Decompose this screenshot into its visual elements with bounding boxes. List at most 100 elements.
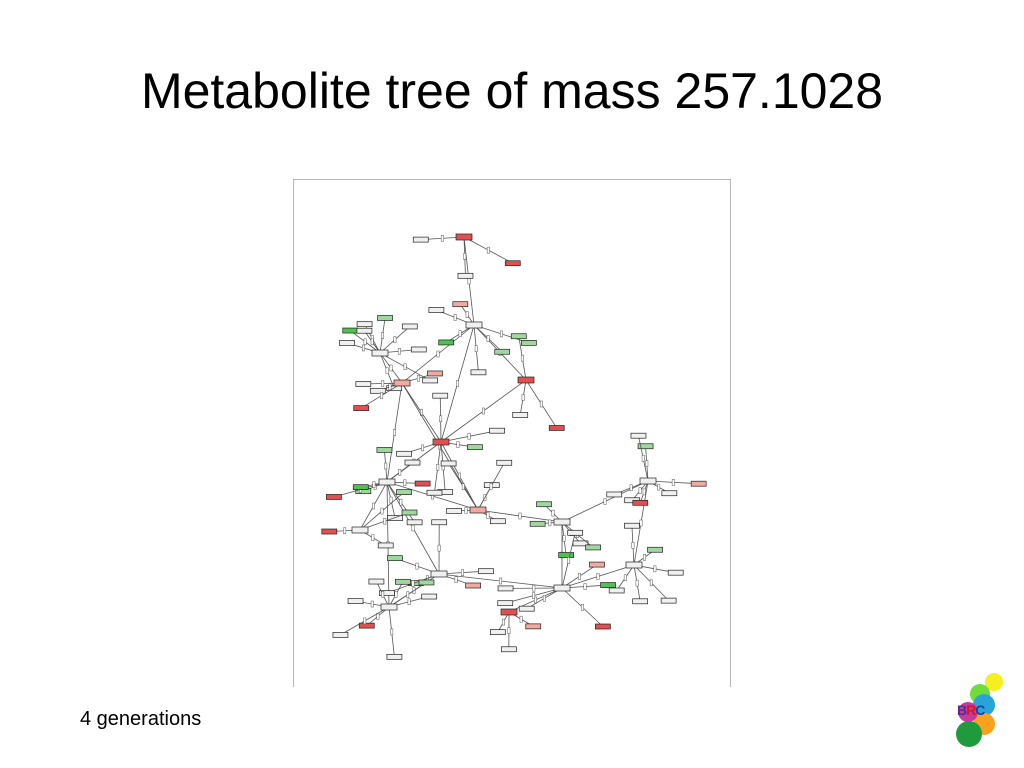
graph-node: [422, 377, 439, 384]
reaction-node: [638, 487, 642, 494]
graph-node: [412, 236, 429, 243]
reaction-node: [578, 573, 581, 580]
reaction-node: [437, 544, 441, 552]
reaction-node: [362, 344, 365, 352]
reaction-node: [411, 580, 415, 587]
reaction-node: [583, 583, 587, 590]
reaction-node: [532, 592, 536, 599]
graph-node: [378, 478, 396, 486]
graph-node: [377, 315, 393, 321]
graph-node: [518, 605, 535, 612]
graph-node: [500, 608, 518, 616]
reaction-node: [519, 615, 523, 623]
reaction-node: [394, 591, 398, 598]
graph-node: [558, 552, 574, 558]
reaction-node: [463, 253, 467, 260]
graph-node: [404, 459, 421, 466]
graph-node: [395, 578, 411, 585]
reaction-node: [370, 600, 374, 608]
graph-node: [470, 369, 487, 376]
graph-node: [517, 376, 535, 384]
graph-node: [387, 555, 403, 562]
graph-node: [432, 438, 450, 446]
graph-node: [536, 501, 552, 508]
reaction-node: [623, 574, 627, 581]
reaction-node: [454, 576, 458, 584]
reaction-node: [629, 484, 633, 491]
reaction-node: [671, 479, 675, 486]
graph-node: [339, 340, 355, 346]
reaction-node: [642, 488, 646, 496]
logo-letter-r: R: [966, 702, 976, 718]
graph-node: [625, 561, 643, 569]
reaction-node: [507, 627, 511, 634]
graph-node: [371, 349, 389, 357]
reaction-node: [465, 311, 469, 318]
graph-node: [490, 518, 506, 525]
reaction-node: [383, 518, 387, 525]
reaction-node: [639, 519, 643, 527]
reaction-node: [486, 335, 490, 342]
reaction-node: [482, 407, 485, 415]
reaction-node: [415, 562, 419, 570]
graph-node: [553, 584, 571, 592]
graph-node: [496, 459, 513, 466]
reaction-node: [534, 596, 537, 604]
reaction-node: [548, 519, 552, 527]
reaction-node: [436, 464, 440, 471]
graph-node: [624, 522, 640, 529]
reaction-node: [417, 374, 420, 382]
graph-node: [342, 327, 359, 334]
graph-node: [510, 333, 527, 340]
graph-node: [647, 546, 663, 553]
graph-node: [497, 585, 514, 592]
reaction-node: [370, 338, 374, 346]
graph-node: [358, 622, 375, 629]
graph-node: [410, 346, 427, 353]
graph-node: [637, 443, 654, 450]
reaction-node: [532, 584, 536, 592]
reaction-node: [389, 364, 393, 372]
graph-node: [467, 444, 483, 451]
reaction-node: [501, 618, 505, 626]
reaction-node: [393, 429, 396, 436]
reaction-node: [380, 507, 384, 515]
reaction-node: [398, 469, 402, 476]
reaction-node: [380, 392, 384, 399]
graph-node: [639, 477, 657, 485]
graph-node: [608, 587, 625, 594]
graph-node: [386, 653, 403, 660]
reaction-node: [458, 330, 462, 337]
graph-node: [606, 491, 623, 498]
graph-node: [430, 570, 448, 578]
graph-node: [465, 321, 483, 329]
reaction-node: [381, 332, 384, 339]
graph-node: [396, 489, 412, 495]
reaction-node: [542, 595, 546, 602]
reaction-node: [461, 569, 464, 576]
graph-node: [427, 370, 443, 377]
reaction-node: [562, 535, 566, 542]
reaction-node: [580, 604, 584, 611]
generations-caption: 4 generations: [80, 708, 202, 730]
reaction-node: [385, 367, 389, 374]
graph-node: [585, 544, 601, 551]
reaction-node: [453, 314, 457, 321]
reaction-node: [467, 277, 471, 285]
graph-node: [421, 593, 438, 600]
graph-node: [497, 600, 514, 607]
graph-node: [667, 569, 684, 576]
reaction-node: [631, 542, 635, 549]
reaction-node: [456, 441, 460, 448]
reaction-node: [439, 415, 443, 423]
logo-letter-c: C: [975, 702, 985, 718]
reaction-node: [567, 557, 571, 564]
metabolite-tree-graph: [321, 233, 707, 660]
graph-node: [632, 598, 649, 605]
graph-node: [428, 307, 445, 313]
graph-node: [418, 579, 435, 586]
graph-node: [431, 519, 448, 526]
graph-node: [567, 529, 584, 536]
graph-node: [369, 387, 386, 394]
graph-node: [377, 542, 394, 549]
